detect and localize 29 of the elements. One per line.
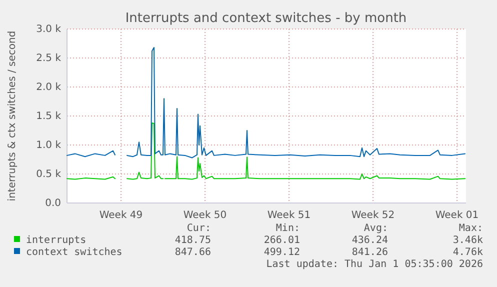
chart-title: Interrupts and context switches - by month — [125, 11, 407, 26]
x-tick-label: Week 50 — [183, 210, 227, 222]
x-tick-label: Week 01 — [435, 210, 479, 222]
text: Min: — [276, 223, 300, 234]
y-tick-label: 2.5 k — [36, 53, 62, 64]
text: 499.12 — [264, 247, 300, 258]
y-tick-label: 1.0 k — [36, 140, 62, 152]
text: 4.76k — [452, 247, 483, 258]
x-tick-label: Week 49 — [99, 210, 143, 222]
legend-label: context switches — [26, 247, 122, 258]
text: 266.01 — [264, 235, 300, 246]
text: 418.75 — [174, 235, 211, 246]
x-tick-label: Week 52 — [351, 210, 395, 222]
text: Max: — [458, 223, 483, 234]
text: Avg: — [364, 223, 388, 234]
text: 436.24 — [352, 235, 388, 246]
text: 847.66 — [174, 247, 211, 258]
x-tick-label: Week 51 — [267, 210, 311, 222]
legend-label: interrupts — [26, 235, 86, 246]
y-tick-label: 0.0 — [45, 198, 61, 210]
y-tick-label: 1.5 k — [36, 111, 62, 122]
text: Last update: Thu Jan 1 05:35:00 2026 — [266, 259, 483, 270]
y-tick-label: 2.0 k — [36, 82, 62, 94]
text: 3.46k — [452, 235, 483, 246]
y-tick-label: 3.0 k — [36, 24, 62, 36]
y-axis-title: interrupts & ctx switches / second — [7, 30, 18, 202]
text: Cur: — [186, 223, 211, 234]
y-tick-label: 0.5 k — [36, 169, 62, 180]
text: 841.26 — [352, 247, 388, 258]
